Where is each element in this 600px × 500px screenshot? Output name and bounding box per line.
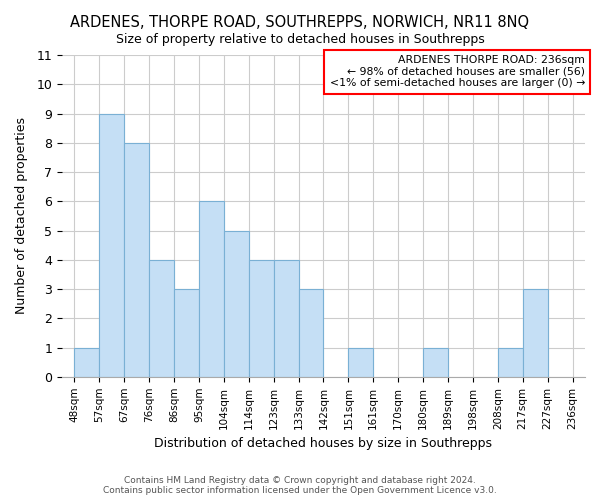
Bar: [523, 289, 548, 377]
Bar: [274, 260, 299, 377]
Bar: [249, 260, 274, 377]
Text: ARDENES, THORPE ROAD, SOUTHREPPS, NORWICH, NR11 8NQ: ARDENES, THORPE ROAD, SOUTHREPPS, NORWIC…: [70, 15, 530, 30]
Bar: [124, 143, 149, 377]
Text: Size of property relative to detached houses in Southrepps: Size of property relative to detached ho…: [116, 32, 484, 46]
Y-axis label: Number of detached properties: Number of detached properties: [15, 118, 28, 314]
Bar: [99, 114, 124, 377]
Text: Contains HM Land Registry data © Crown copyright and database right 2024.
Contai: Contains HM Land Registry data © Crown c…: [103, 476, 497, 495]
Bar: [423, 348, 448, 377]
Bar: [74, 348, 99, 377]
Bar: [224, 230, 249, 377]
Bar: [174, 289, 199, 377]
Text: ARDENES THORPE ROAD: 236sqm
← 98% of detached houses are smaller (56)
<1% of sem: ARDENES THORPE ROAD: 236sqm ← 98% of det…: [329, 55, 585, 88]
Bar: [199, 202, 224, 377]
X-axis label: Distribution of detached houses by size in Southrepps: Distribution of detached houses by size …: [154, 437, 493, 450]
Bar: [498, 348, 523, 377]
Bar: [299, 289, 323, 377]
Bar: [349, 348, 373, 377]
Bar: [149, 260, 174, 377]
